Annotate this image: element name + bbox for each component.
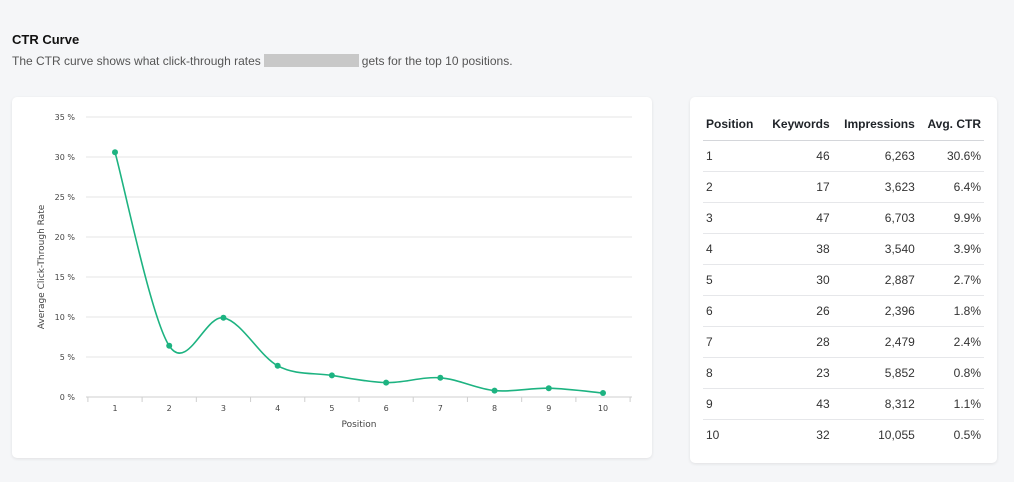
cell-avg-ctr: 0.8% xyxy=(917,357,984,389)
x-tick-label: 10 xyxy=(598,404,608,413)
cell-avg-ctr: 2.4% xyxy=(917,326,984,358)
data-point[interactable] xyxy=(437,374,444,381)
ctr-table-card: Position Keywords Impressions Avg. CTR 1… xyxy=(690,97,997,463)
description-text-start: The CTR curve shows what click-through r… xyxy=(12,54,261,68)
x-tick-label: 6 xyxy=(384,404,389,413)
table-row: 6 26 2,396 1.8% xyxy=(703,295,984,327)
redacted-site-name xyxy=(263,54,359,67)
x-tick-label: 8 xyxy=(492,404,497,413)
cell-keywords: 47 xyxy=(762,202,833,234)
table-row: 5 30 2,887 2.7% xyxy=(703,264,984,296)
cell-position: 8 xyxy=(703,357,763,389)
cell-impressions: 6,703 xyxy=(832,202,918,234)
data-point[interactable] xyxy=(166,342,173,349)
y-tick-label: 20 % xyxy=(55,233,76,242)
cell-position: 5 xyxy=(703,264,763,296)
data-point[interactable] xyxy=(274,362,281,369)
y-tick-label: 30 % xyxy=(55,153,76,162)
cell-position: 3 xyxy=(703,202,763,234)
cell-keywords: 43 xyxy=(762,388,833,420)
data-point[interactable] xyxy=(383,379,390,386)
cell-impressions: 6,263 xyxy=(832,140,918,172)
data-point[interactable] xyxy=(220,314,227,321)
x-tick-label: 1 xyxy=(112,404,117,413)
x-tick-label: 3 xyxy=(221,404,226,413)
x-axis-title: Position xyxy=(341,420,376,430)
cell-keywords: 26 xyxy=(762,295,833,327)
cell-keywords: 38 xyxy=(762,233,833,265)
cell-position: 7 xyxy=(703,326,763,358)
x-tick-label: 2 xyxy=(167,404,172,413)
section-title: CTR Curve xyxy=(12,32,80,47)
y-tick-label: 35 % xyxy=(55,113,76,122)
description-text-end: gets for the top 10 positions. xyxy=(361,54,513,68)
section-description: The CTR curve shows what click-through r… xyxy=(12,54,513,68)
x-tick-label: 4 xyxy=(275,404,280,413)
cell-impressions: 5,852 xyxy=(832,357,918,389)
cell-keywords: 17 xyxy=(762,171,833,203)
cell-keywords: 28 xyxy=(762,326,833,358)
table-row: 1 46 6,263 30.6% xyxy=(703,140,984,172)
cell-keywords: 32 xyxy=(816,427,830,442)
data-point[interactable] xyxy=(600,390,606,396)
ctr-table: Position Keywords Impressions Avg. CTR 1… xyxy=(703,109,984,450)
data-point[interactable] xyxy=(491,387,498,394)
data-point[interactable] xyxy=(328,372,335,379)
table-row: 2 17 3,623 6.4% xyxy=(703,171,984,203)
cell-avg-ctr: 9.9% xyxy=(917,202,984,234)
ctr-chart-card: 0 % 5 % 10 % 15 % 20 % 25 % 30 % 35 % 1 2 3 4 5 6 7 8 9… xyxy=(12,97,652,458)
data-point[interactable] xyxy=(545,385,552,392)
cell-position: 4 xyxy=(703,233,763,265)
cell-impressions: 10,055 xyxy=(878,427,915,442)
cell-avg-ctr: 2.7% xyxy=(917,264,984,296)
cell-avg-ctr: 3.9% xyxy=(917,233,984,265)
cell-position: 6 xyxy=(703,295,763,327)
y-axis-title: Average Click-Through Rate xyxy=(37,204,47,329)
data-point[interactable] xyxy=(112,149,118,156)
y-tick-label: 0 % xyxy=(60,393,76,402)
cell-avg-ctr: 0.5% xyxy=(953,427,981,442)
column-header-impressions: Impressions xyxy=(832,109,918,141)
column-header-keywords: Keywords xyxy=(762,109,833,141)
cell-keywords: 30 xyxy=(762,264,833,296)
cell-impressions: 2,887 xyxy=(832,264,918,296)
x-tick-label: 5 xyxy=(329,404,334,413)
cell-keywords: 23 xyxy=(762,357,833,389)
table-row: 8 23 5,852 0.8% xyxy=(703,357,984,389)
cell-impressions: 3,540 xyxy=(832,233,918,265)
table-header-row: Position Keywords Impressions Avg. CTR xyxy=(703,109,984,141)
column-header-avg-ctr: Avg. CTR xyxy=(917,109,984,141)
y-tick-label: 15 % xyxy=(55,273,76,282)
ctr-line-chart: 0 % 5 % 10 % 15 % 20 % 25 % 30 % 35 % 1 2 3 4 5 6 7 8 9… xyxy=(37,113,632,430)
cell-impressions: 2,396 xyxy=(832,295,918,327)
table-row: 7 28 2,479 2.4% xyxy=(703,326,984,358)
cell-position: 10 xyxy=(706,427,720,442)
table-row: 4 38 3,540 3.9% xyxy=(703,233,984,265)
cell-avg-ctr: 30.6% xyxy=(917,140,984,172)
cell-position: 1 xyxy=(703,140,763,172)
x-tick-label: 9 xyxy=(546,404,551,413)
y-tick-label: 10 % xyxy=(55,313,76,322)
table-row: 9 43 8,312 1.1% xyxy=(703,388,984,420)
table-row: 3 47 6,703 9.9% xyxy=(703,202,984,234)
table-row: 10 32 10,055 0.5% xyxy=(703,419,984,450)
cell-impressions: 2,479 xyxy=(832,326,918,358)
x-tick-label: 7 xyxy=(438,404,443,413)
cell-position: 9 xyxy=(703,388,763,420)
cell-avg-ctr: 6.4% xyxy=(917,171,984,203)
cell-avg-ctr: 1.8% xyxy=(917,295,984,327)
cell-avg-ctr: 1.1% xyxy=(917,388,984,420)
y-tick-label: 25 % xyxy=(55,193,76,202)
cell-position: 2 xyxy=(703,171,763,203)
cell-impressions: 3,623 xyxy=(832,171,918,203)
cell-keywords: 46 xyxy=(762,140,833,172)
column-header-position: Position xyxy=(703,109,763,141)
cell-impressions: 8,312 xyxy=(832,388,918,420)
y-tick-label: 5 % xyxy=(60,353,76,362)
